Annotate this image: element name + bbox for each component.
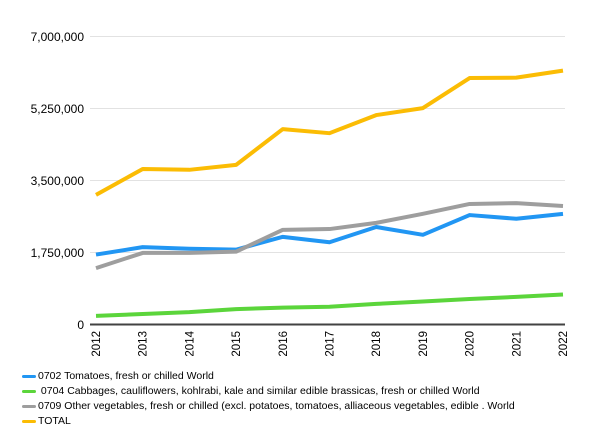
x-axis-tick-label: 2020 bbox=[465, 331, 477, 357]
y-axis-tick-label: 3,500,000 bbox=[31, 174, 85, 188]
legend-label-0702: 0702 Tomatoes, fresh or chilled World bbox=[38, 370, 214, 382]
x-axis-tick-label: 2022 bbox=[558, 331, 570, 357]
legend-label-0704: 0704 Cabbages, cauliflowers, kohlrabi, k… bbox=[38, 385, 480, 397]
y-axis-tick-label: 1,750,000 bbox=[31, 246, 85, 260]
series-line-3 bbox=[95, 68, 564, 197]
x-axis-tick-label: 2012 bbox=[91, 331, 103, 357]
legend-label-0709: 0709 Other vegetables, fresh or chilled … bbox=[38, 400, 515, 412]
legend-item-0704[interactable]: 0704 Cabbages, cauliflowers, kohlrabi, k… bbox=[22, 384, 592, 399]
legend-swatch-total-icon bbox=[22, 420, 36, 423]
line-chart: 0 1,750,000 3,500,000 5,250,000 7,000,000 201… bbox=[31, 30, 570, 357]
legend-swatch-0702-icon bbox=[22, 375, 36, 378]
x-axis-tick-label: 2014 bbox=[184, 330, 196, 356]
series-line-2 bbox=[95, 201, 564, 271]
x-axis-tick-label: 2013 bbox=[138, 331, 150, 357]
y-axis-tick-label: 5,250,000 bbox=[31, 102, 85, 116]
x-axis-tick-label: 2016 bbox=[278, 331, 290, 357]
legend-item-0702[interactable]: 0702 Tomatoes, fresh or chilled World bbox=[22, 369, 592, 384]
series-line-1 bbox=[95, 292, 564, 318]
legend-label-total: TOTAL bbox=[38, 415, 71, 427]
legend-item-0709[interactable]: 0709 Other vegetables, fresh or chilled … bbox=[22, 399, 592, 414]
legend-swatch-0709-icon bbox=[22, 405, 36, 408]
legend-swatch-0704-icon bbox=[22, 390, 36, 393]
x-axis-tick-label: 2021 bbox=[511, 331, 523, 357]
chart-legend: 0702 Tomatoes, fresh or chilled World 07… bbox=[22, 369, 592, 429]
series-line-0 bbox=[95, 211, 564, 257]
x-axis-tick-label: 2018 bbox=[371, 331, 383, 357]
y-axis-tick-label: 0 bbox=[77, 318, 84, 332]
x-axis-tick-label: 2019 bbox=[418, 331, 430, 357]
y-axis-tick-label: 7,000,000 bbox=[31, 30, 85, 44]
x-axis-tick-label: 2015 bbox=[231, 331, 243, 357]
x-axis-tick-label: 2017 bbox=[325, 331, 337, 357]
legend-item-total[interactable]: TOTAL bbox=[22, 414, 592, 429]
